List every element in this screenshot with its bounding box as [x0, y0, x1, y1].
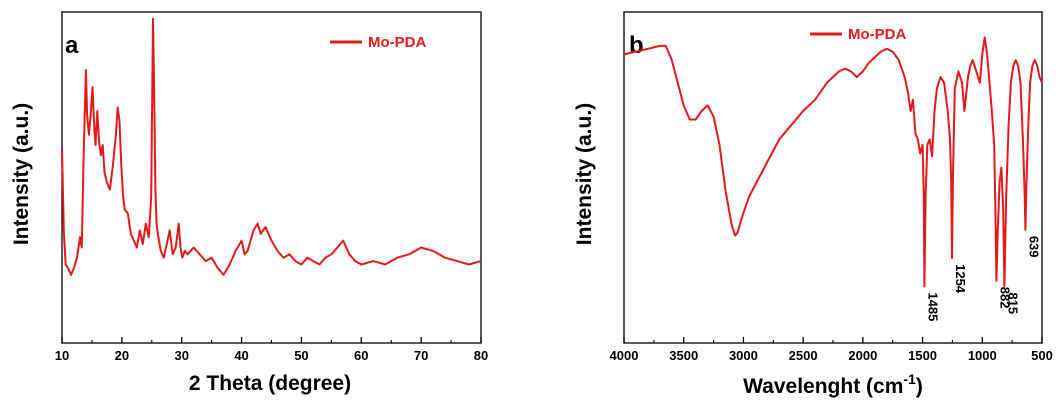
- x-tick-label-b: 3000: [729, 348, 758, 363]
- x-tick-label-a: 20: [115, 348, 129, 363]
- peak-label-639: 639: [1026, 236, 1041, 258]
- x-tick-label-b: 2000: [848, 348, 877, 363]
- x-axis-title-b-end: ): [916, 375, 923, 398]
- y-axis-title-a: Intensity (a.u.): [10, 103, 33, 245]
- peak-label-882: 882: [997, 287, 1012, 309]
- y-axis-title-b: Intensity (a.u.): [573, 103, 596, 245]
- peak-label-1254: 1254: [953, 264, 968, 294]
- peak-label-815: 815: [1005, 292, 1020, 314]
- x-tick-label-b: 2500: [789, 348, 818, 363]
- x-axis-title-b-main: Wavelenght (cm: [743, 375, 903, 398]
- legend-label-a: Mo-PDA: [368, 34, 426, 51]
- plot-frame-a: [61, 11, 482, 344]
- x-axis-title-a: 2 Theta (degree): [189, 372, 351, 395]
- plot-area-b: 4000 3500 3000 2500 2000 1500 1000 500: [610, 11, 1053, 363]
- x-tick-label-a: 10: [55, 348, 69, 363]
- plot-frame-b: [623, 11, 1043, 344]
- x-tick-label-b: 3500: [669, 348, 698, 363]
- x-tick-label-a: 40: [234, 348, 248, 363]
- x-axis-title-b-sup: -1: [903, 371, 916, 387]
- peak-label-1485: 1485: [925, 292, 940, 321]
- plot-area-a: 10 20 30 40 50 60 70 80: [55, 11, 488, 363]
- panel-letter-a: a: [65, 32, 79, 59]
- legend-label-b: Mo-PDA: [848, 26, 906, 43]
- x-tick-label-b: 1500: [908, 348, 937, 363]
- x-tick-label-a: 60: [354, 348, 368, 363]
- panel-a: Intensity (a.u.) 2 Theta (degree) a 10 20…: [10, 11, 488, 395]
- panel-letter-b: b: [629, 32, 644, 59]
- x-tick-label-b: 4000: [610, 348, 639, 363]
- x-tick-label-a: 50: [294, 348, 308, 363]
- series-line-b-0: [623, 36, 1043, 288]
- series-line-a-0: [61, 17, 482, 276]
- legend-b: Mo-PDA: [810, 26, 906, 43]
- panel-b: Intensity (a.u.) Wavelenght (cm-1) b 400…: [573, 11, 1053, 398]
- legend-a: Mo-PDA: [330, 34, 426, 51]
- x-tick-label-a: 80: [474, 348, 488, 363]
- x-tick-label-a: 30: [174, 348, 188, 363]
- x-tick-label-a: 70: [414, 348, 428, 363]
- x-tick-label-b: 500: [1031, 348, 1053, 363]
- x-tick-label-b: 1000: [968, 348, 997, 363]
- x-axis-title-b: Wavelenght (cm-1): [743, 371, 923, 398]
